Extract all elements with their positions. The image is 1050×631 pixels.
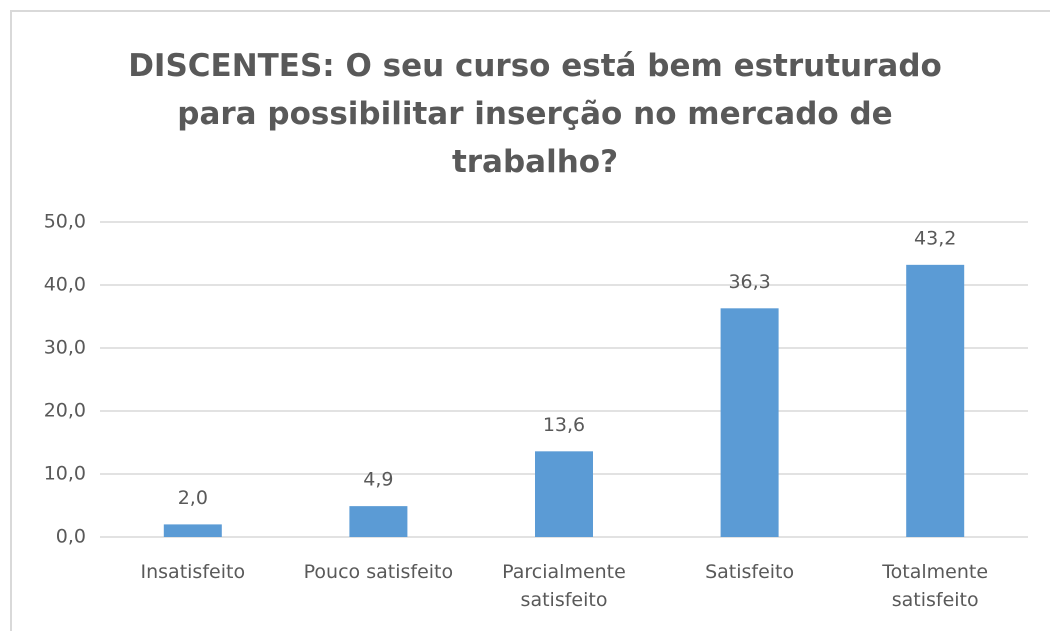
bar — [906, 264, 965, 537]
chart-title: DISCENTES: O seu curso está bem estrutur… — [128, 48, 942, 180]
bar — [720, 308, 779, 537]
data-label: 4,9 — [363, 469, 393, 491]
y-tick-label: 20,0 — [44, 400, 86, 422]
bar — [349, 506, 408, 537]
y-tick-label: 40,0 — [44, 274, 86, 296]
y-tick-label: 10,0 — [44, 463, 86, 485]
data-label: 13,6 — [543, 414, 585, 436]
y-tick-label: 30,0 — [44, 337, 86, 359]
y-tick-label: 0,0 — [56, 526, 86, 548]
x-tick-label: Satisfeito — [705, 561, 795, 583]
x-tick-label: Pouco satisfeito — [303, 561, 454, 583]
x-tick-label: Totalmente satisfeito — [882, 561, 989, 611]
data-label: 2,0 — [178, 487, 208, 509]
chart-border — [10, 10, 1050, 631]
data-label: 43,2 — [914, 227, 956, 249]
data-label: 36,3 — [728, 271, 770, 293]
x-tick-label: Parcialmente satisfeito — [502, 561, 626, 611]
bar — [163, 524, 222, 537]
x-tick-label: Insatisfeito — [140, 561, 246, 583]
bar — [535, 451, 593, 537]
y-tick-label: 50,0 — [44, 211, 86, 233]
